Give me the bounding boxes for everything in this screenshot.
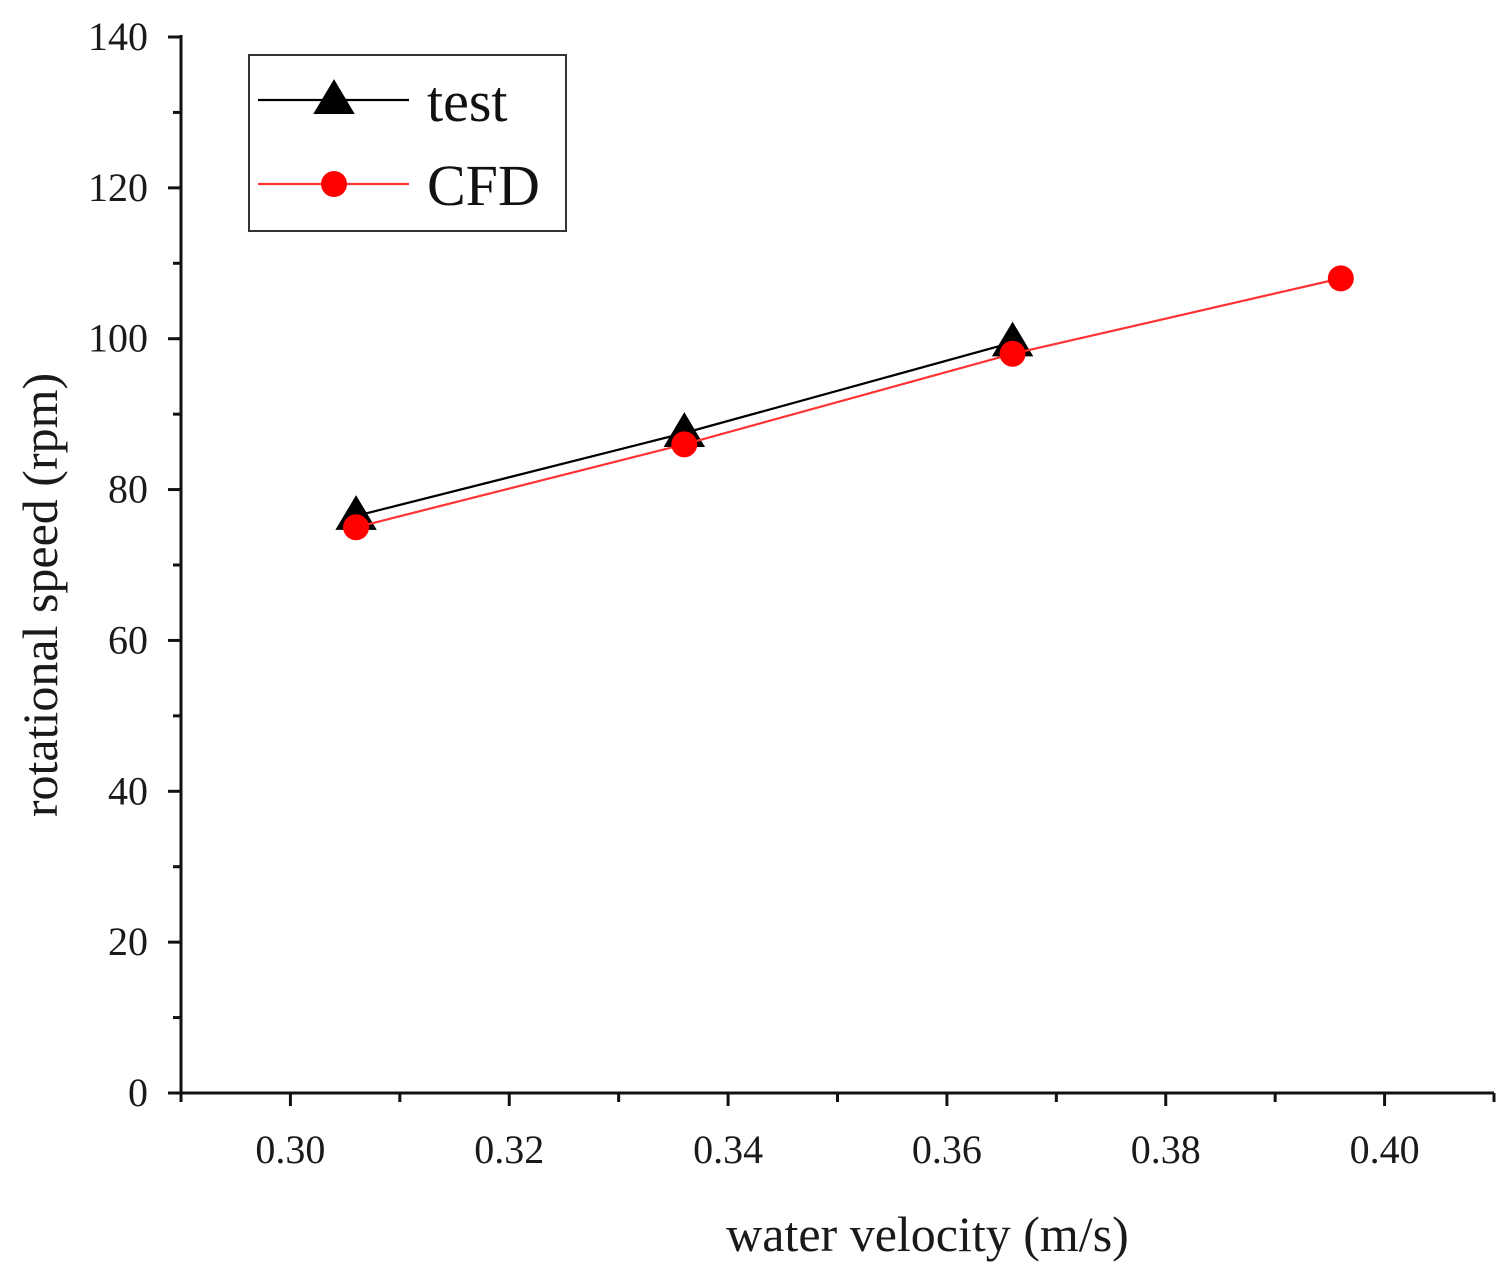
series-layer [335,265,1354,541]
legend-item-cfd: CFD [258,153,540,218]
legend-marker [321,171,347,197]
series-cfd [343,265,1354,541]
series-line-cfd [355,277,1342,529]
data-point-cfd [671,431,698,458]
y-tick-label: 140 [88,14,148,59]
data-point-cfd [343,514,370,541]
x-tick-label: 0.34 [693,1127,763,1172]
x-tick-label: 0.30 [255,1127,325,1172]
x-tick-label: 0.40 [1350,1127,1420,1172]
y-tick-label: 60 [108,617,148,662]
y-tick-label: 0 [128,1070,148,1115]
legend-box [248,54,567,232]
y-tick-label: 40 [108,768,148,813]
legend-item-test: test [258,69,508,134]
legend-label: CFD [427,153,540,218]
x-tick-label: 0.38 [1131,1127,1201,1172]
x-tick-label: 0.32 [474,1127,544,1172]
y-tick-label: 100 [88,316,148,361]
x-axis-title: water velocity (m/s) [726,1206,1129,1262]
legend-marker [313,79,355,114]
series-test [335,321,1034,530]
y-tick-label: 120 [88,165,148,210]
x-tick-label: 0.36 [912,1127,982,1172]
y-tick-label: 20 [108,919,148,964]
legend: test CFD [248,54,567,232]
y-ticks: 0 20 40 60 80 100 120 140 [88,14,181,1115]
legend-items: test CFD [258,69,540,218]
data-point-cfd [999,340,1026,367]
legend-label: test [427,69,508,134]
x-ticks: 0.30 0.32 0.34 0.36 0.38 0.40 [179,1093,1496,1172]
y-axis-title: rotational speed (rpm) [12,373,68,817]
y-tick-label: 80 [108,467,148,512]
data-point-cfd [1327,265,1354,292]
